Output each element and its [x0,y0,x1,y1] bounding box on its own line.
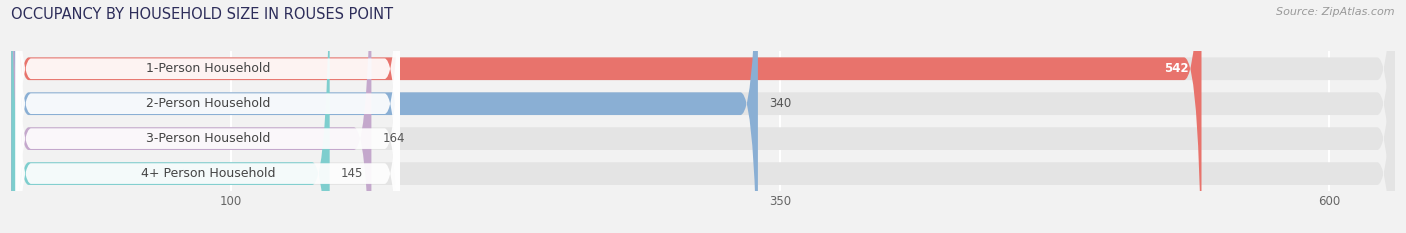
Text: 542: 542 [1164,62,1188,75]
FancyBboxPatch shape [15,0,399,233]
Text: OCCUPANCY BY HOUSEHOLD SIZE IN ROUSES POINT: OCCUPANCY BY HOUSEHOLD SIZE IN ROUSES PO… [11,7,394,22]
FancyBboxPatch shape [15,0,399,233]
FancyBboxPatch shape [11,0,371,233]
FancyBboxPatch shape [11,0,758,233]
Text: 340: 340 [769,97,792,110]
FancyBboxPatch shape [11,0,1395,233]
Text: Source: ZipAtlas.com: Source: ZipAtlas.com [1277,7,1395,17]
Text: 3-Person Household: 3-Person Household [146,132,270,145]
Text: 4+ Person Household: 4+ Person Household [141,167,276,180]
FancyBboxPatch shape [11,0,329,233]
Text: 164: 164 [382,132,405,145]
FancyBboxPatch shape [15,0,399,233]
FancyBboxPatch shape [11,0,1395,233]
FancyBboxPatch shape [11,0,1202,233]
Text: 2-Person Household: 2-Person Household [146,97,270,110]
FancyBboxPatch shape [15,0,399,233]
FancyBboxPatch shape [11,0,1395,233]
Text: 145: 145 [340,167,363,180]
Text: 1-Person Household: 1-Person Household [146,62,270,75]
FancyBboxPatch shape [11,0,1395,233]
